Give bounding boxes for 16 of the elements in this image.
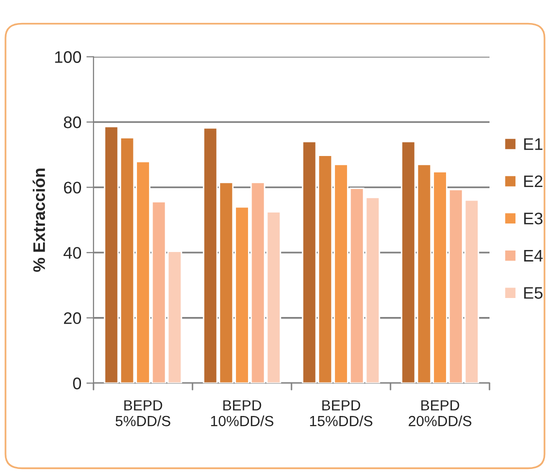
y-tick-label: 20 [64,312,82,324]
legend-label: E5 [524,287,543,299]
x-tick-label: BEPD 10%DD/S [211,400,274,426]
x-tick-label: BEPD 20%DD/S [408,400,472,426]
y-tick-label: 40 [64,246,82,259]
y-tick-label: 100 [55,51,82,63]
y-axis-title: % Extracción [32,168,46,272]
y-tick-label: 60 [64,182,82,194]
x-tick-label: BEPD 5%DD/S [116,400,170,426]
legend-label: E3 [524,212,542,224]
y-tick-label: 0 [73,378,82,390]
x-tick-label: BEPD 15%DD/S [310,400,372,426]
y-tick-label: 80 [64,116,82,128]
legend-label: E2 [524,175,542,188]
legend-label: E1 [524,138,542,150]
legend-label: E4 [524,250,543,262]
